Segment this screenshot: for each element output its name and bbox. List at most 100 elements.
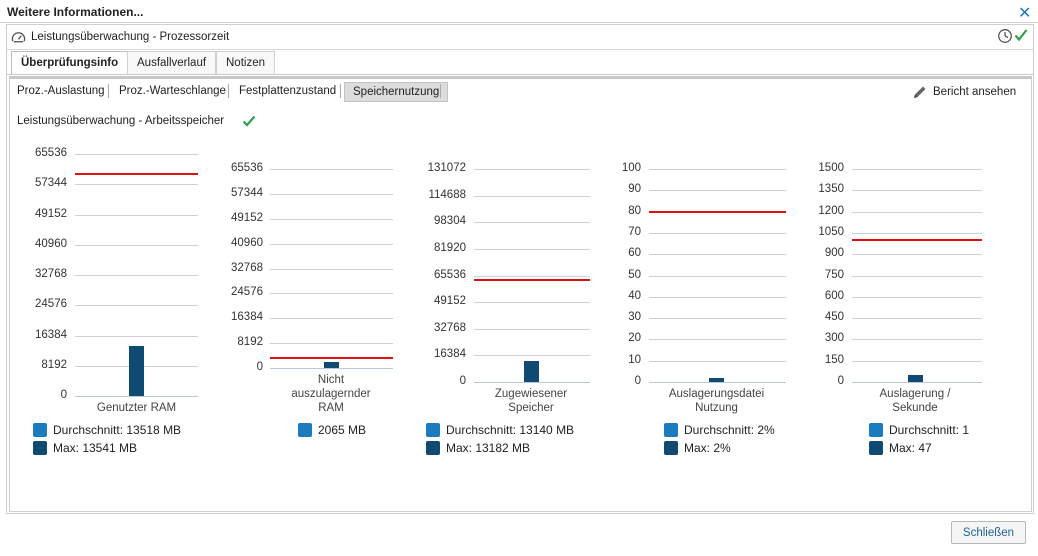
gridline bbox=[649, 296, 786, 298]
legend-label: Max: 13541 MB bbox=[53, 441, 138, 455]
subtab-separator bbox=[228, 84, 229, 98]
legend-item-max: Max: 13182 MB bbox=[426, 441, 530, 455]
gridline bbox=[75, 184, 198, 186]
check-icon bbox=[1014, 29, 1028, 42]
threshold-line bbox=[75, 173, 198, 176]
gridline bbox=[75, 335, 198, 337]
legend-label: Durchschnitt: 13140 MB bbox=[446, 423, 575, 437]
x-axis-line bbox=[474, 382, 590, 383]
y-tick-label: 90 bbox=[628, 183, 641, 196]
subtab-separator bbox=[108, 84, 109, 98]
y-tick-label: 10 bbox=[628, 353, 641, 366]
threshold-line bbox=[649, 210, 786, 213]
close-button[interactable]: Schließen bbox=[951, 521, 1026, 544]
header-title: Leistungsüberwachung - Prozessorzeit bbox=[31, 31, 230, 43]
legend-item-avg: 2065 MB bbox=[298, 423, 366, 437]
bar bbox=[709, 377, 724, 382]
y-tick-label: 131072 bbox=[427, 162, 466, 174]
y-tick-label: 8192 bbox=[41, 358, 67, 371]
x-axis-line bbox=[75, 396, 198, 397]
x-category-label: Auslagerungsdatei Nutzung bbox=[668, 388, 765, 414]
gridline bbox=[474, 275, 590, 277]
y-tick-label: 100 bbox=[621, 162, 641, 174]
threshold-line bbox=[852, 239, 982, 241]
x-axis-line bbox=[852, 382, 982, 383]
legend-swatch bbox=[664, 441, 678, 455]
gridline bbox=[270, 268, 393, 270]
y-tick-label: 450 bbox=[824, 311, 844, 324]
gridline bbox=[649, 232, 786, 234]
y-tick-label: 900 bbox=[824, 247, 844, 260]
tab-ausfallverlauf[interactable]: Ausfallverlauf bbox=[127, 51, 217, 74]
subtab-separator bbox=[440, 84, 441, 98]
subtab-festplattenzustand[interactable]: Festplattenzustand bbox=[239, 85, 337, 97]
y-tick-label: 30 bbox=[628, 311, 641, 324]
legend-swatch bbox=[33, 441, 47, 455]
bar bbox=[324, 361, 339, 368]
y-tick-label: 150 bbox=[824, 353, 844, 366]
legend-swatch bbox=[426, 423, 440, 437]
y-tick-label: 40960 bbox=[35, 237, 67, 250]
legend-item-avg: Durchschnitt: 1 bbox=[869, 423, 969, 437]
legend-swatch bbox=[664, 423, 678, 437]
legend-label: Max: 47 bbox=[889, 441, 932, 455]
gridline bbox=[852, 339, 982, 341]
legend-item-max: Max: 13541 MB bbox=[33, 441, 137, 455]
dialog-title: Weitere Informationen... bbox=[7, 5, 144, 19]
close-icon[interactable]: ✕ bbox=[1018, 5, 1032, 22]
gridline bbox=[474, 169, 590, 170]
gridline bbox=[649, 360, 786, 362]
y-tick-label: 32768 bbox=[35, 268, 67, 280]
y-tick-label: 32768 bbox=[434, 321, 466, 334]
legend-swatch bbox=[426, 441, 440, 455]
gridline bbox=[75, 214, 198, 216]
y-tick-label: 1050 bbox=[818, 225, 844, 238]
gridline bbox=[649, 169, 786, 170]
legend-swatch bbox=[869, 423, 883, 437]
subtab-proz-warteschlange[interactable]: Proz.-Warteschlange bbox=[119, 85, 226, 97]
report-button-label: Bericht ansehen bbox=[933, 85, 1017, 98]
gauge-icon bbox=[11, 32, 26, 43]
gridline bbox=[852, 190, 982, 192]
subtab-proz-auslastung[interactable]: Proz.-Auslastung bbox=[17, 85, 105, 97]
check-icon bbox=[242, 115, 256, 127]
report-button[interactable]: Bericht ansehen bbox=[912, 83, 1016, 100]
y-tick-label: 40960 bbox=[231, 236, 263, 249]
y-tick-label: 16384 bbox=[35, 328, 67, 341]
y-tick-label: 49152 bbox=[231, 211, 263, 224]
y-tick-label: 8192 bbox=[237, 336, 263, 349]
y-tick-label: 32768 bbox=[231, 261, 263, 274]
y-tick-label: 0 bbox=[256, 361, 263, 373]
section-title: Leistungsüberwachung - Arbeitsspeicher bbox=[17, 115, 225, 127]
x-category-label: Zugewiesener Speicher bbox=[494, 388, 568, 414]
y-tick-label: 98304 bbox=[434, 215, 466, 228]
tab-notizen[interactable]: Notizen bbox=[216, 51, 275, 74]
y-tick-label: 50 bbox=[628, 268, 641, 281]
gridline bbox=[649, 275, 786, 277]
threshold-line bbox=[270, 356, 393, 359]
legend-label: 2065 MB bbox=[318, 423, 367, 437]
y-tick-label: 65536 bbox=[35, 147, 67, 159]
x-category-label: Nicht auszulagernder RAM bbox=[291, 374, 371, 414]
x-category-label: Genutzter RAM bbox=[96, 402, 177, 414]
y-tick-label: 65536 bbox=[231, 162, 263, 174]
y-tick-label: 57344 bbox=[35, 177, 67, 190]
gridline bbox=[474, 248, 590, 250]
bar bbox=[129, 346, 144, 396]
gridline bbox=[474, 222, 590, 224]
subtab-speichernutzung[interactable]: Speichernutzung bbox=[344, 82, 449, 102]
tab-ueberpruefungsinfo[interactable]: Überprüfungsinfo bbox=[11, 51, 129, 75]
y-tick-label: 300 bbox=[824, 332, 844, 345]
gridline bbox=[852, 275, 982, 277]
x-axis-line bbox=[270, 368, 393, 369]
y-tick-label: 1200 bbox=[818, 204, 844, 217]
y-tick-label: 114688 bbox=[428, 188, 466, 201]
y-tick-label: 70 bbox=[628, 225, 641, 238]
gridline bbox=[474, 355, 590, 357]
gridline bbox=[270, 343, 393, 345]
y-tick-label: 750 bbox=[824, 268, 844, 281]
gridline bbox=[649, 254, 786, 256]
clock-icon[interactable] bbox=[997, 28, 1013, 44]
gridline bbox=[75, 305, 198, 307]
gridline bbox=[270, 318, 393, 320]
